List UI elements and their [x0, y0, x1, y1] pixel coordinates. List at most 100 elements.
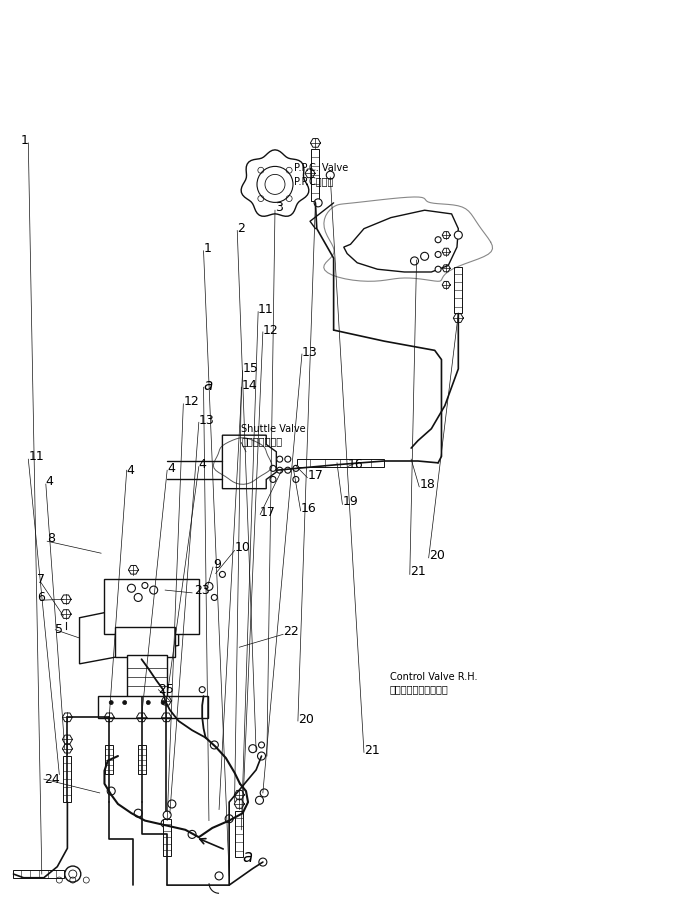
Text: 17: 17 [260, 506, 276, 519]
Bar [104, 579, 200, 634]
Circle shape [215, 872, 223, 880]
Text: 4: 4 [127, 464, 135, 477]
Circle shape [198, 697, 206, 704]
Circle shape [277, 456, 282, 462]
Circle shape [200, 687, 205, 692]
Bar [13, 870, 64, 878]
Text: 3: 3 [275, 201, 283, 214]
Circle shape [435, 237, 441, 242]
Circle shape [257, 166, 293, 203]
Text: 20: 20 [429, 549, 445, 561]
Text: 19: 19 [342, 495, 358, 508]
Bar [63, 756, 71, 802]
Circle shape [293, 466, 299, 471]
Text: 10: 10 [235, 541, 251, 554]
Circle shape [255, 797, 264, 804]
Circle shape [161, 701, 165, 704]
Text: Control Valve R.H.: Control Valve R.H. [390, 672, 477, 681]
Circle shape [161, 820, 169, 827]
Circle shape [270, 477, 276, 482]
Text: 21: 21 [410, 565, 425, 578]
Circle shape [134, 594, 142, 601]
Text: 5: 5 [55, 623, 63, 636]
Text: 20: 20 [298, 713, 314, 726]
Circle shape [270, 466, 276, 471]
Text: 25: 25 [158, 683, 175, 696]
Text: 9: 9 [213, 558, 221, 571]
Bar [98, 696, 208, 718]
Text: 11: 11 [258, 303, 274, 316]
Text: 17: 17 [307, 469, 324, 482]
Circle shape [225, 815, 233, 822]
Circle shape [285, 467, 290, 473]
Circle shape [69, 870, 77, 878]
Circle shape [220, 572, 225, 577]
Text: 16: 16 [301, 502, 316, 515]
Circle shape [454, 231, 462, 239]
Bar [454, 267, 462, 313]
Text: 24: 24 [44, 773, 59, 786]
Circle shape [188, 831, 196, 838]
Circle shape [212, 595, 217, 600]
Text: 15: 15 [243, 362, 259, 375]
Circle shape [107, 787, 115, 795]
Circle shape [166, 704, 174, 712]
Text: 13: 13 [199, 414, 214, 427]
Text: P.P.C. Valve: P.P.C. Valve [294, 163, 348, 172]
Text: 1: 1 [20, 134, 28, 147]
Circle shape [265, 174, 285, 195]
Circle shape [259, 742, 264, 748]
Text: 4: 4 [167, 462, 175, 475]
Text: 23: 23 [194, 584, 210, 597]
Bar [127, 655, 166, 700]
Circle shape [123, 701, 127, 704]
Polygon shape [344, 210, 458, 272]
Text: 4: 4 [46, 475, 54, 488]
Text: 14: 14 [241, 379, 257, 392]
Circle shape [146, 701, 150, 704]
Circle shape [127, 585, 135, 592]
Text: 12: 12 [183, 396, 199, 408]
Circle shape [210, 741, 218, 749]
Circle shape [421, 253, 429, 260]
Circle shape [65, 866, 81, 882]
Circle shape [435, 252, 441, 257]
Bar [311, 149, 319, 201]
Bar [297, 459, 384, 467]
Circle shape [285, 456, 290, 462]
Text: シャトルバルブ: シャトルバルブ [241, 436, 282, 445]
Circle shape [259, 858, 267, 866]
Polygon shape [222, 435, 276, 489]
Circle shape [293, 477, 299, 482]
Text: 13: 13 [302, 346, 317, 359]
Circle shape [314, 199, 322, 207]
Circle shape [249, 745, 257, 752]
Text: 1: 1 [204, 242, 212, 255]
Circle shape [205, 583, 213, 590]
Text: a: a [243, 848, 253, 867]
Bar [105, 745, 113, 774]
Text: コントロールバルブ右: コントロールバルブ右 [390, 685, 448, 694]
Text: 11: 11 [28, 450, 44, 463]
Text: 21: 21 [364, 744, 379, 757]
Circle shape [168, 800, 176, 808]
Text: 16: 16 [348, 458, 363, 471]
Circle shape [159, 686, 167, 693]
Text: a: a [204, 378, 213, 393]
Text: Shuttle Valve: Shuttle Valve [241, 424, 306, 433]
Circle shape [260, 789, 268, 797]
Text: 22: 22 [283, 625, 299, 638]
Circle shape [142, 583, 148, 588]
Text: 12: 12 [263, 324, 278, 337]
Circle shape [109, 701, 113, 704]
Circle shape [410, 257, 419, 265]
Circle shape [134, 810, 142, 817]
Text: P.P.Cバルブ: P.P.Cバルブ [294, 176, 333, 185]
Text: 6: 6 [37, 591, 45, 604]
Text: 18: 18 [419, 479, 435, 491]
Circle shape [435, 266, 441, 272]
Circle shape [163, 811, 171, 819]
Text: 2: 2 [237, 222, 245, 235]
Bar [115, 627, 175, 657]
Circle shape [277, 467, 282, 473]
